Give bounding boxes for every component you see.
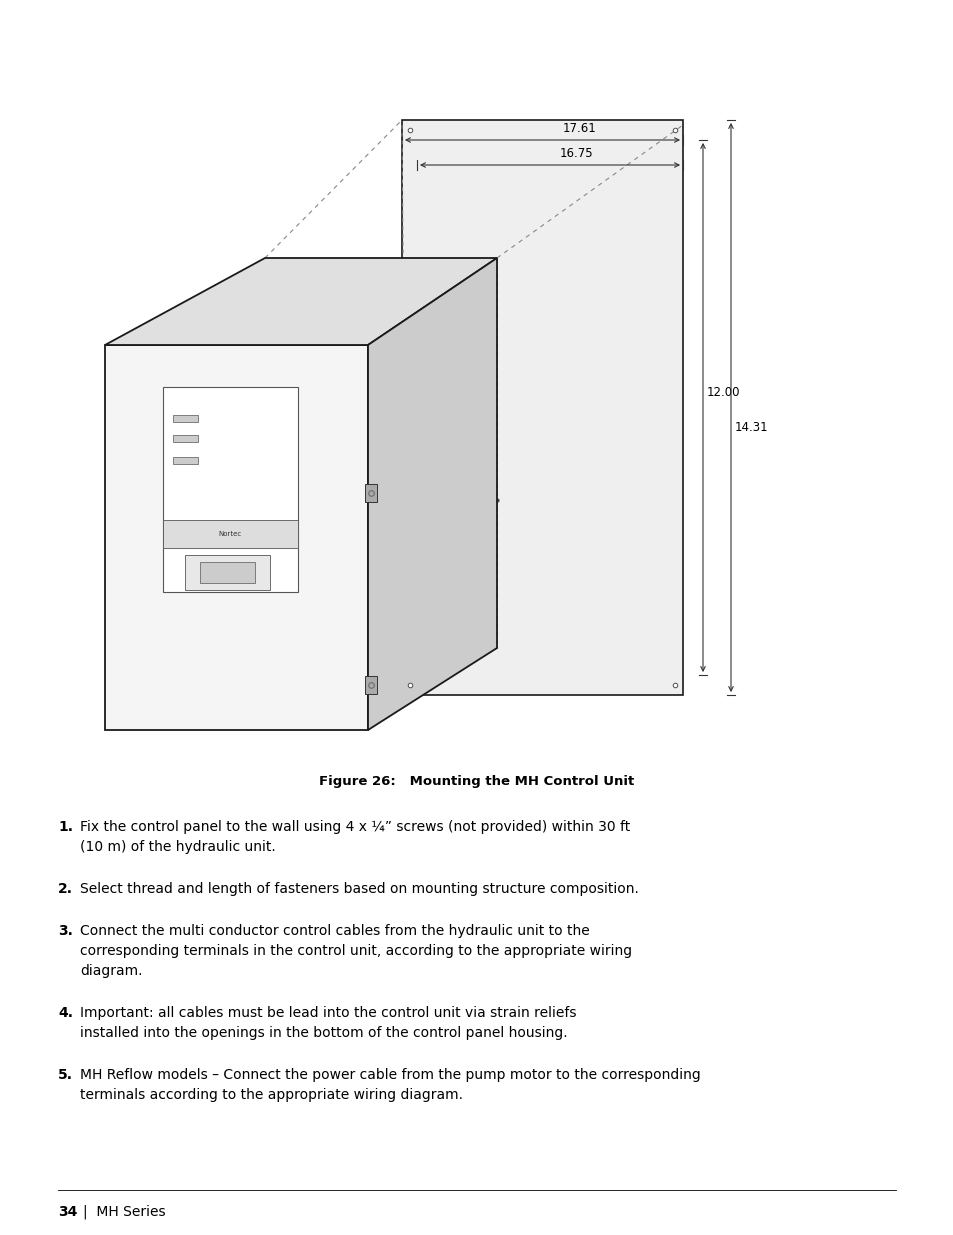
Polygon shape	[200, 562, 254, 583]
Bar	[365, 484, 376, 501]
Text: 3.: 3.	[58, 924, 72, 939]
Text: terminals according to the appropriate wiring diagram.: terminals according to the appropriate w…	[80, 1088, 462, 1102]
Bar	[365, 676, 376, 694]
Polygon shape	[163, 387, 297, 592]
Text: corresponding terminals in the control unit, according to the appropriate wiring: corresponding terminals in the control u…	[80, 944, 632, 958]
Polygon shape	[185, 555, 270, 590]
Bar	[172, 457, 198, 464]
Polygon shape	[105, 345, 368, 730]
Text: 12.00: 12.00	[706, 387, 740, 399]
Text: Nortec: Nortec	[218, 531, 241, 537]
Text: |  MH Series: | MH Series	[83, 1205, 166, 1219]
Text: Fix the control panel to the wall using 4 x ¼” screws (not provided) within 30 f: Fix the control panel to the wall using …	[80, 820, 630, 834]
Bar	[172, 435, 198, 442]
Polygon shape	[105, 258, 497, 345]
Bar	[172, 415, 198, 422]
Text: 4.: 4.	[58, 1007, 73, 1020]
Text: Figure 26:   Mounting the MH Control Unit: Figure 26: Mounting the MH Control Unit	[319, 776, 634, 788]
Polygon shape	[163, 520, 297, 548]
Text: 2.: 2.	[58, 882, 73, 897]
Text: 1.: 1.	[58, 820, 73, 834]
Text: (10 m) of the hydraulic unit.: (10 m) of the hydraulic unit.	[80, 840, 275, 853]
Text: MH Reflow models – Connect the power cable from the pump motor to the correspond: MH Reflow models – Connect the power cab…	[80, 1068, 700, 1082]
Text: installed into the openings in the bottom of the control panel housing.: installed into the openings in the botto…	[80, 1026, 567, 1040]
Text: Important: all cables must be lead into the control unit via strain reliefs: Important: all cables must be lead into …	[80, 1007, 576, 1020]
Text: diagram.: diagram.	[80, 965, 142, 978]
Text: Select thread and length of fasteners based on mounting structure composition.: Select thread and length of fasteners ba…	[80, 882, 639, 897]
Text: 14.31: 14.31	[734, 421, 768, 433]
Text: 34: 34	[58, 1205, 77, 1219]
Polygon shape	[368, 258, 497, 730]
Text: 17.61: 17.61	[562, 122, 596, 135]
Polygon shape	[401, 120, 682, 695]
Text: 5.: 5.	[58, 1068, 73, 1082]
Text: 16.75: 16.75	[559, 147, 593, 161]
Text: Connect the multi conductor control cables from the hydraulic unit to the: Connect the multi conductor control cabl…	[80, 924, 589, 939]
